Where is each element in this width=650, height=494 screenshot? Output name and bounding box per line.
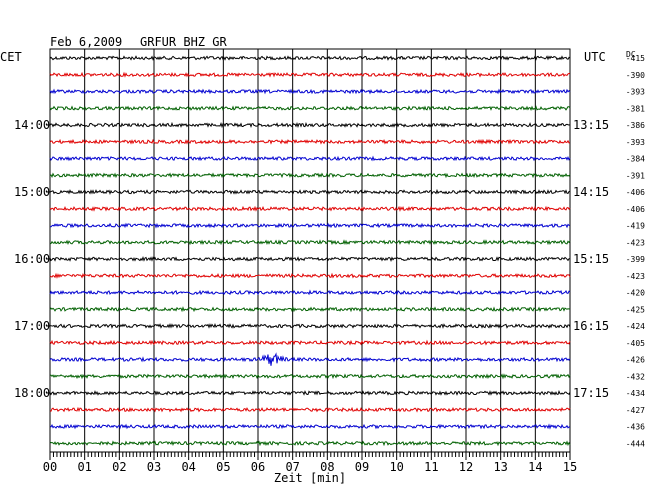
x-tick-label: 12 (459, 460, 473, 474)
trace-row-13 (49, 272, 571, 279)
dc-value: -386 (626, 121, 645, 130)
dc-value: -391 (626, 171, 645, 180)
chart-station: GRFUR BHZ GR (140, 35, 227, 49)
x-tick-label: 08 (320, 460, 334, 474)
trace-row-18 (49, 352, 571, 366)
cet-hour-labels: 14:00 15:00 16:00 17:00 18:00 (14, 118, 50, 400)
x-axis-title: Zeit [min] (274, 471, 346, 485)
trace-group (49, 55, 571, 447)
cet-hour-label: 16:00 (14, 252, 50, 266)
dc-value: -423 (626, 272, 645, 281)
dc-value: -425 (626, 305, 645, 314)
utc-hour-labels: 13:15 14:15 15:15 16:15 17:15 (573, 118, 609, 400)
x-tick-label: 03 (147, 460, 161, 474)
x-tick-label: 15 (563, 460, 577, 474)
dc-value: -384 (626, 155, 645, 164)
trace-row-14 (49, 289, 571, 296)
dc-value: -415 (626, 54, 645, 63)
utc-hour-label: 15:15 (573, 252, 609, 266)
minute-grid (84, 49, 536, 452)
x-tick-label: 11 (424, 460, 438, 474)
trace-row-23 (49, 440, 571, 447)
trace-row-8 (49, 188, 571, 195)
dc-value: -405 (626, 339, 645, 348)
trace-row-21 (49, 406, 571, 413)
x-tick-label: 10 (389, 460, 403, 474)
trace-row-19 (49, 373, 571, 380)
dc-value: -393 (626, 138, 645, 147)
dc-value: -432 (626, 372, 645, 381)
trace-row-17 (49, 339, 571, 346)
utc-hour-label: 16:15 (573, 319, 609, 333)
cet-label: CET (0, 50, 22, 64)
dc-value: -406 (626, 188, 645, 197)
trace-row-7 (49, 172, 571, 179)
utc-hour-label: 14:15 (573, 185, 609, 199)
x-tick-label: 01 (77, 460, 91, 474)
trace-row-11 (49, 239, 571, 246)
x-axis: 00 01 02 03 04 05 06 07 08 09 10 11 12 13 14 15 (43, 452, 577, 474)
trace-row-5 (49, 138, 571, 145)
utc-hour-label: 17:15 (573, 386, 609, 400)
utc-hour-label: 13:15 (573, 118, 609, 132)
x-tick-label: 13 (493, 460, 507, 474)
dc-value: -444 (626, 439, 645, 448)
dc-value: -393 (626, 88, 645, 97)
cet-hour-label: 18:00 (14, 386, 50, 400)
cet-hour-label: 15:00 (14, 185, 50, 199)
x-tick-label: 02 (112, 460, 126, 474)
trace-row-1 (49, 71, 571, 78)
trace-row-3 (49, 105, 571, 112)
dc-value: -420 (626, 289, 645, 298)
trace-row-9 (49, 205, 571, 212)
trace-row-22 (49, 423, 571, 430)
dc-value: -399 (626, 255, 645, 264)
dc-value: -434 (626, 389, 645, 398)
dc-label: DC (626, 50, 636, 59)
trace-row-6 (49, 155, 571, 162)
x-tick-label: 07 (285, 460, 299, 474)
trace-row-15 (49, 306, 571, 313)
x-tick-label: 14 (528, 460, 542, 474)
x-tick-label: 09 (355, 460, 369, 474)
dc-value: -381 (626, 104, 645, 113)
dc-value: -390 (626, 71, 645, 80)
dc-value: -436 (626, 423, 645, 432)
trace-row-10 (50, 222, 571, 229)
trace-row-4 (49, 121, 571, 129)
chart-date: Feb 6,2009 (50, 35, 122, 49)
trace-row-16 (49, 323, 571, 329)
x-tick-label: 06 (251, 460, 265, 474)
dc-value: -424 (626, 322, 645, 331)
dc-values: -415 -390 -393 -381 -386 -393 -384 -391 -406 -406… (626, 54, 645, 448)
dc-value: -406 (626, 205, 645, 214)
dc-value: -427 (626, 406, 645, 415)
cet-hour-label: 17:00 (14, 319, 50, 333)
x-tick-label: 04 (181, 460, 195, 474)
dc-value: -423 (626, 238, 645, 247)
dc-value: -426 (626, 356, 645, 365)
dc-value: -419 (626, 222, 645, 231)
trace-row-12 (49, 256, 570, 263)
x-tick-label: 05 (216, 460, 230, 474)
trace-row-20 (49, 390, 571, 396)
x-tick-label: 00 (43, 460, 57, 474)
trace-row-0 (49, 55, 571, 61)
utc-label: UTC (584, 50, 606, 64)
trace-row-2 (49, 88, 571, 95)
cet-hour-label: 14:00 (14, 118, 50, 132)
